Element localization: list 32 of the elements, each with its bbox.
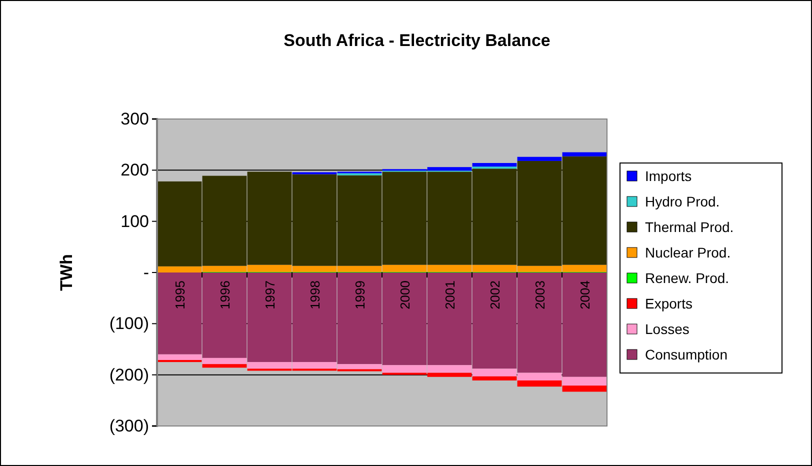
bar	[202, 364, 247, 368]
bar	[562, 152, 607, 156]
x-tick-label: 2002	[488, 280, 502, 310]
legend-label: Losses	[645, 321, 690, 337]
y-tick-label: 100	[120, 212, 149, 231]
y-tick-label: 200	[120, 160, 149, 180]
x-tick-label: 2000	[398, 280, 412, 310]
legend-label: Exports	[645, 296, 692, 312]
y-tick-label: (200)	[109, 365, 149, 384]
x-tick-label: 1998	[308, 280, 322, 310]
bar	[517, 156, 562, 161]
x-tick-label: 1997	[262, 280, 278, 310]
bar	[472, 163, 517, 167]
y-axis-title: TWh	[57, 254, 76, 291]
x-tick-label: 1995	[172, 280, 188, 310]
x-tick-label: 2004	[578, 280, 592, 310]
legend-label: Imports	[645, 168, 692, 184]
legend-label: Hydro Prod.	[645, 194, 720, 210]
x-tick-label: 1996	[218, 280, 232, 310]
y-tick-label: (100)	[109, 314, 149, 334]
legend-label: Renew. Prod.	[645, 270, 730, 286]
legend-label: Nuclear Prod.	[645, 244, 731, 260]
y-tick-label: 300	[120, 109, 149, 128]
bar	[157, 360, 202, 362]
chart-title: South Africa - Electricity Balance	[284, 31, 550, 50]
x-tick-label: 2003	[532, 280, 548, 310]
y-tick-label: -	[143, 262, 149, 282]
legend-label: Thermal Prod.	[645, 219, 734, 235]
x-tick-label: 2001	[442, 280, 458, 310]
legend-label: Consumption	[645, 346, 728, 362]
x-tick-label: 1999	[352, 280, 368, 310]
y-tick-label: (300)	[109, 416, 149, 436]
